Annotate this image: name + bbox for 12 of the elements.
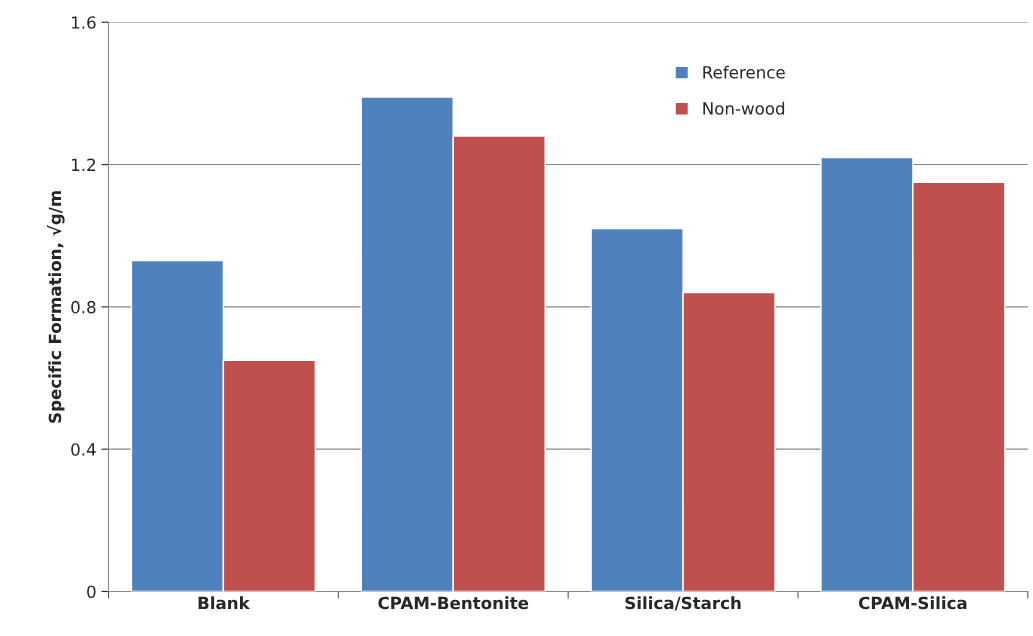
y-axis-title: Specific Formation, √g/m xyxy=(47,191,65,423)
y-tick-label: 0.4 xyxy=(71,443,96,456)
legend-label: Reference xyxy=(703,65,785,79)
x-tick-label: CPAM-Silica xyxy=(858,596,967,610)
y-tick-label: 1.2 xyxy=(71,158,95,171)
legend-label: Non-wood xyxy=(703,101,785,115)
y-tick-label: 1.6 xyxy=(71,16,96,29)
x-tick-label: Blank xyxy=(198,596,251,610)
y-tick-label: 0.8 xyxy=(71,300,96,314)
y-tick-label: 0 xyxy=(87,585,96,599)
x-tick-label: CPAM-Bentonite xyxy=(378,596,529,610)
x-tick-label: Silica/Starch xyxy=(625,596,741,611)
